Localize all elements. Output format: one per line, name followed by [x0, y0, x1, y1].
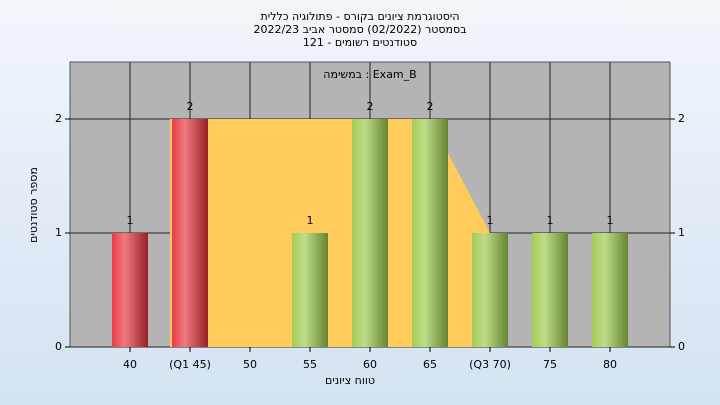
bar-shine — [172, 119, 208, 347]
x-tick-label: 80 — [603, 358, 617, 371]
bar-shine — [472, 233, 508, 347]
bar-shine — [592, 233, 628, 347]
x-tick-label: (Q3 70) — [469, 358, 511, 371]
y2-tick-label: 0 — [678, 340, 685, 353]
title-line: סטודנטים רשומים - 121 — [303, 36, 417, 49]
y-axis-label: מספר סטודנטים — [27, 167, 40, 243]
x-tick-label: 60 — [363, 358, 377, 371]
bar-shine — [532, 233, 568, 347]
bar-shine — [112, 233, 148, 347]
area — [170, 119, 490, 347]
y2-tick-label: 1 — [678, 226, 685, 239]
value-label: 1 — [607, 214, 614, 227]
value-label: 2 — [367, 100, 374, 113]
title-line: בסמסטר (02/2022) סמסטר אביב 2022/23 — [253, 23, 466, 36]
y-tick-label: 2 — [55, 112, 62, 125]
x-axis-label: טווח ציונים — [325, 374, 375, 387]
value-label: 1 — [127, 214, 134, 227]
value-label: 2 — [427, 100, 434, 113]
x-tick-label: 40 — [123, 358, 137, 371]
bar-shine — [352, 119, 388, 347]
bar-shine — [412, 119, 448, 347]
x-tick-label: 65 — [423, 358, 437, 371]
y-tick-label: 1 — [55, 226, 62, 239]
x-tick-label: (Q1 45) — [169, 358, 211, 371]
value-label: 1 — [487, 214, 494, 227]
value-label: 2 — [187, 100, 194, 113]
value-label: 1 — [307, 214, 314, 227]
bar-shine — [292, 233, 328, 347]
title-line: היסטוגרמת ציונים בקורס - פתולוגיה כללית — [261, 10, 460, 23]
x-tick-label: 75 — [543, 358, 557, 371]
x-tick-label: 50 — [243, 358, 257, 371]
x-tick-label: 55 — [303, 358, 317, 371]
y2-tick-label: 2 — [678, 112, 685, 125]
value-label: 1 — [547, 214, 554, 227]
y-tick-label: 0 — [55, 340, 62, 353]
